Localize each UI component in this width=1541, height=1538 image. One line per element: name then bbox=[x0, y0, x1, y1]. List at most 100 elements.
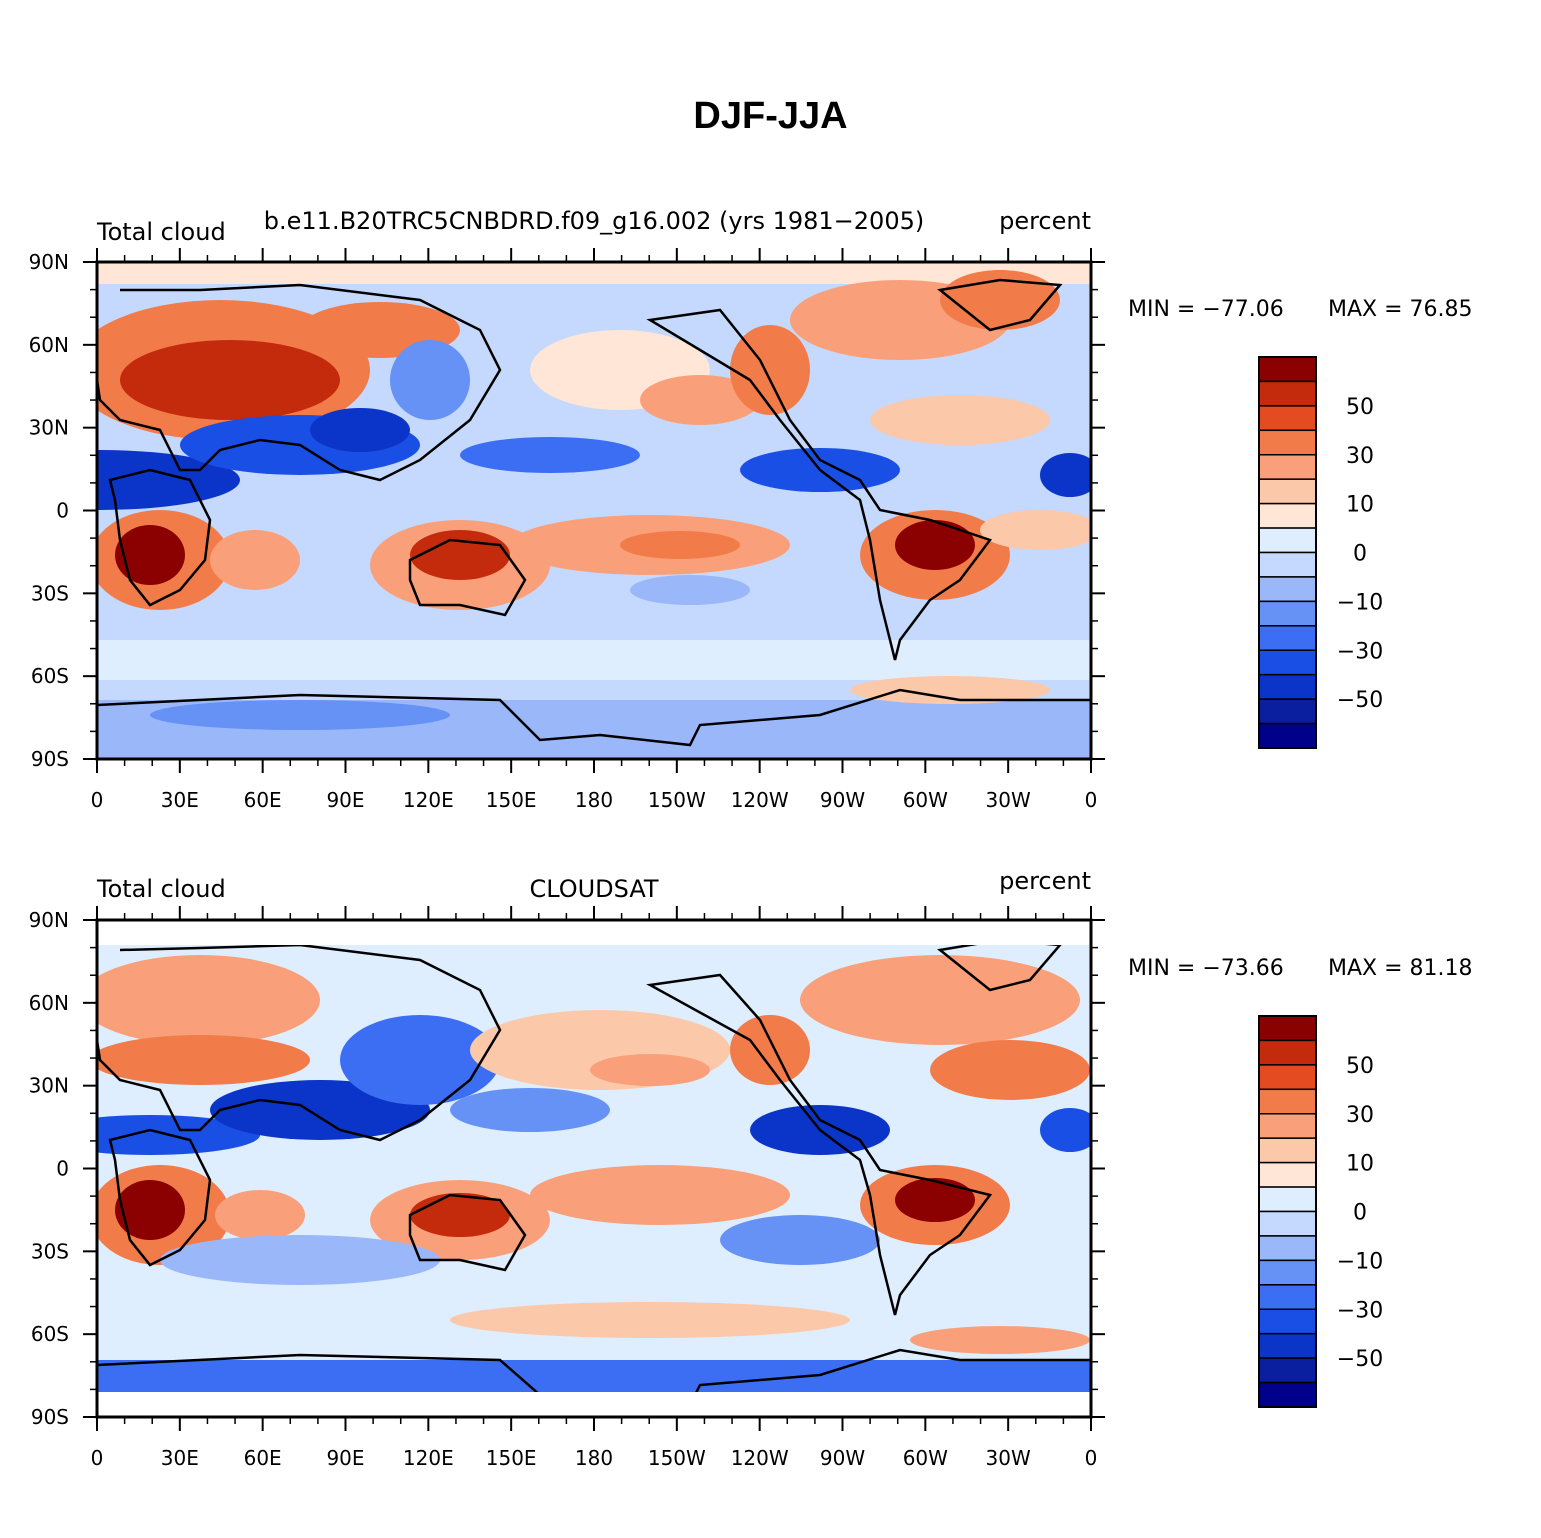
y-tick-label: 30N bbox=[29, 1074, 69, 1098]
panel-center-label: b.e11.B20TRC5CNBDRD.f09_g16.002 (yrs 198… bbox=[264, 207, 924, 235]
x-tick-label: 180 bbox=[575, 1446, 613, 1470]
colorbar-swatch bbox=[1258, 405, 1317, 432]
colorbar-swatch bbox=[1258, 429, 1317, 456]
min-value: MIN = −77.06 bbox=[1128, 297, 1284, 322]
y-tick-label: 60N bbox=[29, 991, 69, 1015]
colorbar-label: 30 bbox=[1346, 1103, 1374, 1128]
y-tick-label: 60S bbox=[31, 664, 69, 688]
y-tick-label: 90S bbox=[31, 1405, 69, 1429]
colorbar-swatch bbox=[1258, 527, 1317, 554]
x-tick-label: 150W bbox=[648, 788, 706, 812]
x-tick-label: 60E bbox=[244, 788, 282, 812]
x-tick-label: 30E bbox=[161, 1446, 199, 1470]
x-tick-label: 0 bbox=[91, 1446, 104, 1470]
colorbar-swatch bbox=[1258, 1381, 1317, 1408]
x-tick-label: 180 bbox=[575, 788, 613, 812]
x-tick-label: 0 bbox=[1085, 1446, 1098, 1470]
y-tick-label: 60N bbox=[29, 333, 69, 357]
cloud-difference-field bbox=[97, 945, 1091, 1392]
colorbar-swatch bbox=[1258, 698, 1317, 725]
colorbar-swatch bbox=[1258, 1088, 1317, 1115]
panel-left-label: Total cloud bbox=[96, 218, 226, 246]
colorbar-swatch bbox=[1258, 673, 1317, 700]
x-tick-label: 120E bbox=[403, 788, 454, 812]
colorbar-swatch bbox=[1258, 1064, 1317, 1091]
colorbar-swatch bbox=[1258, 1332, 1317, 1359]
colorbar-swatch bbox=[1258, 1161, 1317, 1188]
x-tick-label: 150W bbox=[648, 1446, 706, 1470]
colorbar-label: −30 bbox=[1337, 639, 1383, 664]
colorbar-label: −50 bbox=[1337, 1347, 1383, 1372]
panel-center-label: CLOUDSAT bbox=[529, 875, 658, 903]
map-panel-cloudsat: Total cloud CLOUDSAT percent bbox=[29, 867, 1473, 1470]
x-tick-label: 30W bbox=[986, 788, 1031, 812]
colorbar-frame bbox=[1258, 1015, 1317, 1408]
colorbar-swatch bbox=[1258, 1210, 1317, 1237]
colorbar: 50 30 10 0 −10 −30 −50 bbox=[1258, 356, 1383, 749]
colorbar: 50 30 10 0 −10 −30 −50 bbox=[1258, 1015, 1383, 1408]
colorbar-swatch bbox=[1258, 722, 1317, 749]
y-tick-label: 0 bbox=[56, 499, 69, 523]
colorbar-label: −10 bbox=[1337, 590, 1383, 615]
x-tick-label: 120W bbox=[731, 788, 789, 812]
colorbar-swatch bbox=[1258, 600, 1317, 627]
colorbar-swatch bbox=[1258, 454, 1317, 480]
x-tick-label: 60E bbox=[244, 1446, 282, 1470]
x-tick-label: 60W bbox=[903, 788, 948, 812]
max-value: MAX = 76.85 bbox=[1328, 297, 1473, 322]
colorbar-label: 50 bbox=[1346, 1054, 1374, 1079]
colorbar-swatch bbox=[1258, 380, 1317, 407]
x-tick-label: 90E bbox=[326, 788, 364, 812]
panel-units-label: percent bbox=[999, 207, 1091, 235]
colorbar-swatch bbox=[1258, 1039, 1317, 1066]
colorbar-swatch bbox=[1258, 356, 1317, 383]
y-tick-label: 60S bbox=[31, 1322, 69, 1346]
colorbar-label: −50 bbox=[1337, 688, 1383, 713]
colorbar-label: 0 bbox=[1353, 542, 1367, 567]
y-tick-label: 90N bbox=[29, 250, 69, 274]
colorbar-swatch bbox=[1258, 1137, 1317, 1164]
colorbar-swatch bbox=[1258, 1186, 1317, 1213]
colorbar-swatch bbox=[1258, 1235, 1317, 1262]
colorbar-swatch bbox=[1258, 649, 1317, 676]
colorbar-label: 0 bbox=[1353, 1201, 1367, 1226]
y-tick-label: 90N bbox=[29, 908, 69, 932]
x-tick-label: 90E bbox=[326, 1446, 364, 1470]
colorbar-swatch bbox=[1258, 502, 1317, 529]
x-tick-label: 60W bbox=[903, 1446, 948, 1470]
colorbar-swatch bbox=[1258, 625, 1317, 651]
x-tick-label: 150E bbox=[486, 1446, 537, 1470]
x-tick-label: 120W bbox=[731, 1446, 789, 1470]
figure-title: DJF-JJA bbox=[693, 95, 848, 137]
x-tick-label: 30W bbox=[986, 1446, 1031, 1470]
y-tick-label: 90S bbox=[31, 747, 69, 771]
y-tick-label: 0 bbox=[56, 1157, 69, 1181]
coastlines bbox=[97, 278, 1091, 747]
colorbar-swatch bbox=[1258, 478, 1317, 505]
map-axes: 0 30E 60E 90E 120E 150E 180 150W 120W 90W 60W 30W 09… bbox=[29, 248, 1105, 812]
max-value: MAX = 81.18 bbox=[1328, 956, 1473, 981]
map-panel-model: Total cloud b.e11.B20TRC5CNBDRD.f09_g16.… bbox=[29, 207, 1473, 812]
panel-left-label: Total cloud bbox=[96, 875, 226, 903]
map-axes: 0 30E 60E 90E 120E 150E 180 150W 120W 90W 60W 30W 09… bbox=[29, 906, 1105, 1470]
coastlines bbox=[97, 945, 1091, 1392]
colorbar-label: 50 bbox=[1346, 395, 1374, 420]
colorbar-label: 30 bbox=[1346, 444, 1374, 469]
colorbar-swatch bbox=[1258, 1015, 1317, 1042]
colorbar-label: −30 bbox=[1337, 1298, 1383, 1323]
colorbar-swatch bbox=[1258, 1308, 1317, 1335]
colorbar-swatch bbox=[1258, 576, 1317, 603]
x-tick-label: 30E bbox=[161, 788, 199, 812]
colorbar-label: −10 bbox=[1337, 1249, 1383, 1274]
colorbar-swatch bbox=[1258, 551, 1317, 578]
y-tick-label: 30S bbox=[31, 581, 69, 605]
y-tick-label: 30N bbox=[29, 416, 69, 440]
x-tick-label: 0 bbox=[91, 788, 104, 812]
x-tick-label: 120E bbox=[403, 1446, 454, 1470]
colorbar-swatch bbox=[1258, 1284, 1317, 1310]
colorbar-label: 10 bbox=[1346, 493, 1374, 518]
colorbar-swatch bbox=[1258, 1113, 1317, 1139]
x-tick-label: 0 bbox=[1085, 788, 1098, 812]
min-value: MIN = −73.66 bbox=[1128, 956, 1284, 981]
panel-units-label: percent bbox=[999, 867, 1091, 895]
